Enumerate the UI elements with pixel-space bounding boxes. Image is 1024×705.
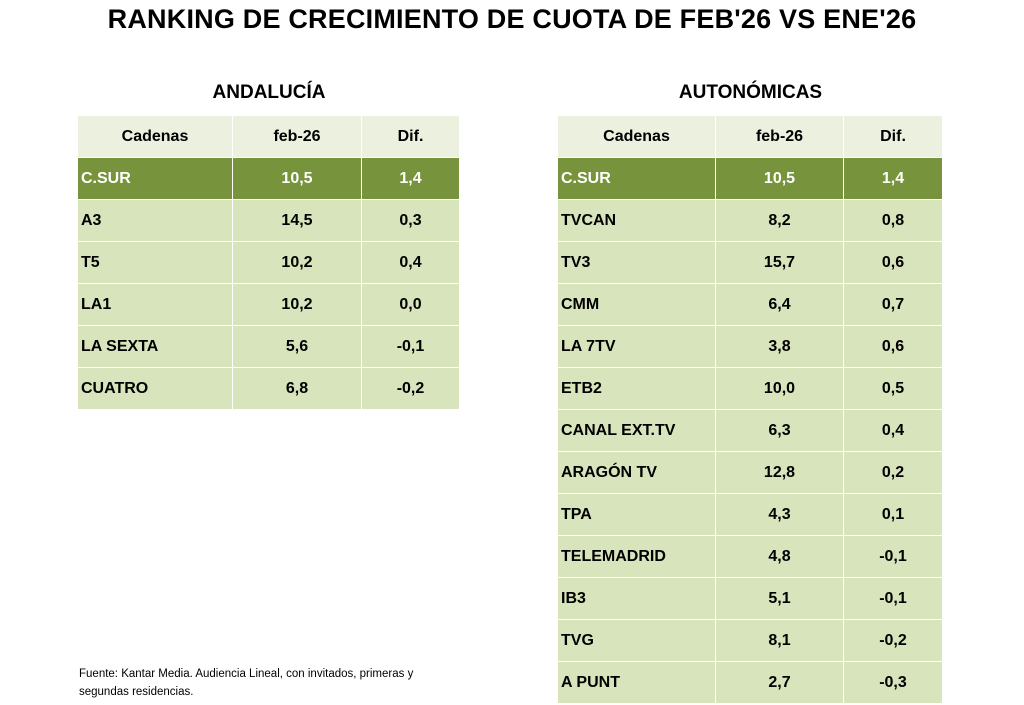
share-cell: 6,8 <box>232 367 362 410</box>
autonomicas-table: Cadenas feb-26 Dif. C.SUR 10,5 1,4 TVCAN 8,2 0,8… <box>557 115 943 704</box>
table-row: TVG 8,1 -0,2 <box>557 619 943 662</box>
table-row: LA 7TV 3,8 0,6 <box>557 325 943 368</box>
diff-cell: 0,4 <box>361 241 460 284</box>
table-row: TVCAN 8,2 0,8 <box>557 199 943 242</box>
diff-cell: 0,1 <box>843 493 943 536</box>
diff-cell: 1,4 <box>361 157 460 200</box>
diff-cell: 0,3 <box>361 199 460 242</box>
diff-cell: 0,5 <box>843 367 943 410</box>
share-cell: 5,6 <box>232 325 362 368</box>
channel-cell: TVCAN <box>557 199 716 242</box>
channel-cell: ETB2 <box>557 367 716 410</box>
channel-cell: LA SEXTA <box>77 325 233 368</box>
andalucia-title: ANDALUCÍA <box>212 82 326 103</box>
share-cell: 6,3 <box>715 409 844 452</box>
diff-cell: 0,4 <box>843 409 943 452</box>
share-cell: 6,4 <box>715 283 844 326</box>
table-header-row: Cadenas feb-26 Dif. <box>557 115 943 158</box>
table-row: T5 10,2 0,4 <box>77 241 460 284</box>
share-cell: 15,7 <box>715 241 844 284</box>
share-cell: 8,2 <box>715 199 844 242</box>
diff-cell: 0,7 <box>843 283 943 326</box>
table-row: CMM 6,4 0,7 <box>557 283 943 326</box>
table-row: IB3 5,1 -0,1 <box>557 577 943 620</box>
channel-cell: TVG <box>557 619 716 662</box>
channel-cell: T5 <box>77 241 233 284</box>
share-cell: 4,8 <box>715 535 844 578</box>
table-row: TV3 15,7 0,6 <box>557 241 943 284</box>
column-header: feb-26 <box>715 115 844 158</box>
channel-cell: C.SUR <box>77 157 233 200</box>
channel-cell: IB3 <box>557 577 716 620</box>
channel-cell: CUATRO <box>77 367 233 410</box>
share-cell: 10,0 <box>715 367 844 410</box>
table-row: CUATRO 6,8 -0,2 <box>77 367 460 410</box>
table-row: ARAGÓN TV 12,8 0,2 <box>557 451 943 494</box>
table-row: TELEMADRID 4,8 -0,1 <box>557 535 943 578</box>
diff-cell: 0,2 <box>843 451 943 494</box>
table-row: LA SEXTA 5,6 -0,1 <box>77 325 460 368</box>
column-header: feb-26 <box>232 115 362 158</box>
diff-cell: 0,6 <box>843 325 943 368</box>
share-cell: 10,2 <box>232 283 362 326</box>
source-note: Fuente: Kantar Media. Audiencia Lineal, … <box>79 668 414 698</box>
share-cell: 10,5 <box>232 157 362 200</box>
column-header: Dif. <box>843 115 943 158</box>
page-title: RANKING DE CRECIMIENTO DE CUOTA DE FEB'2… <box>107 4 917 34</box>
share-cell: 5,1 <box>715 577 844 620</box>
table-row: A3 14,5 0,3 <box>77 199 460 242</box>
share-cell: 8,1 <box>715 619 844 662</box>
share-cell: 12,8 <box>715 451 844 494</box>
diff-cell: -0,1 <box>843 535 943 578</box>
channel-cell: CANAL EXT.TV <box>557 409 716 452</box>
channel-cell: C.SUR <box>557 157 716 200</box>
share-cell: 4,3 <box>715 493 844 536</box>
diff-cell: -0,2 <box>843 619 943 662</box>
channel-cell: A PUNT <box>557 661 716 704</box>
share-cell: 10,5 <box>715 157 844 200</box>
diff-cell: -0,2 <box>361 367 460 410</box>
diff-cell: 0,0 <box>361 283 460 326</box>
channel-cell: LA1 <box>77 283 233 326</box>
share-cell: 2,7 <box>715 661 844 704</box>
column-header: Cadenas <box>77 115 233 158</box>
channel-cell: TELEMADRID <box>557 535 716 578</box>
autonomicas-title: AUTONÓMICAS <box>678 82 823 103</box>
table-row: LA1 10,2 0,0 <box>77 283 460 326</box>
share-cell: 3,8 <box>715 325 844 368</box>
channel-cell: A3 <box>77 199 233 242</box>
share-cell: 10,2 <box>232 241 362 284</box>
table-row: C.SUR 10,5 1,4 <box>557 157 943 200</box>
table-row: TPA 4,3 0,1 <box>557 493 943 536</box>
table-header-row: Cadenas feb-26 Dif. <box>77 115 460 158</box>
share-cell: 14,5 <box>232 199 362 242</box>
channel-cell: LA 7TV <box>557 325 716 368</box>
diff-cell: -0,3 <box>843 661 943 704</box>
table-row: A PUNT 2,7 -0,3 <box>557 661 943 704</box>
table-row: C.SUR 10,5 1,4 <box>77 157 460 200</box>
table-row: CANAL EXT.TV 6,3 0,4 <box>557 409 943 452</box>
column-header: Dif. <box>361 115 460 158</box>
channel-cell: ARAGÓN TV <box>557 451 716 494</box>
channel-cell: CMM <box>557 283 716 326</box>
diff-cell: 1,4 <box>843 157 943 200</box>
channel-cell: TV3 <box>557 241 716 284</box>
diff-cell: 0,6 <box>843 241 943 284</box>
diff-cell: -0,1 <box>361 325 460 368</box>
channel-cell: TPA <box>557 493 716 536</box>
table-row: ETB2 10,0 0,5 <box>557 367 943 410</box>
andalucia-table: Cadenas feb-26 Dif. C.SUR 10,5 1,4 A3 14,5 0,3 T5… <box>77 115 460 410</box>
column-header: Cadenas <box>557 115 716 158</box>
diff-cell: 0,8 <box>843 199 943 242</box>
diff-cell: -0,1 <box>843 577 943 620</box>
